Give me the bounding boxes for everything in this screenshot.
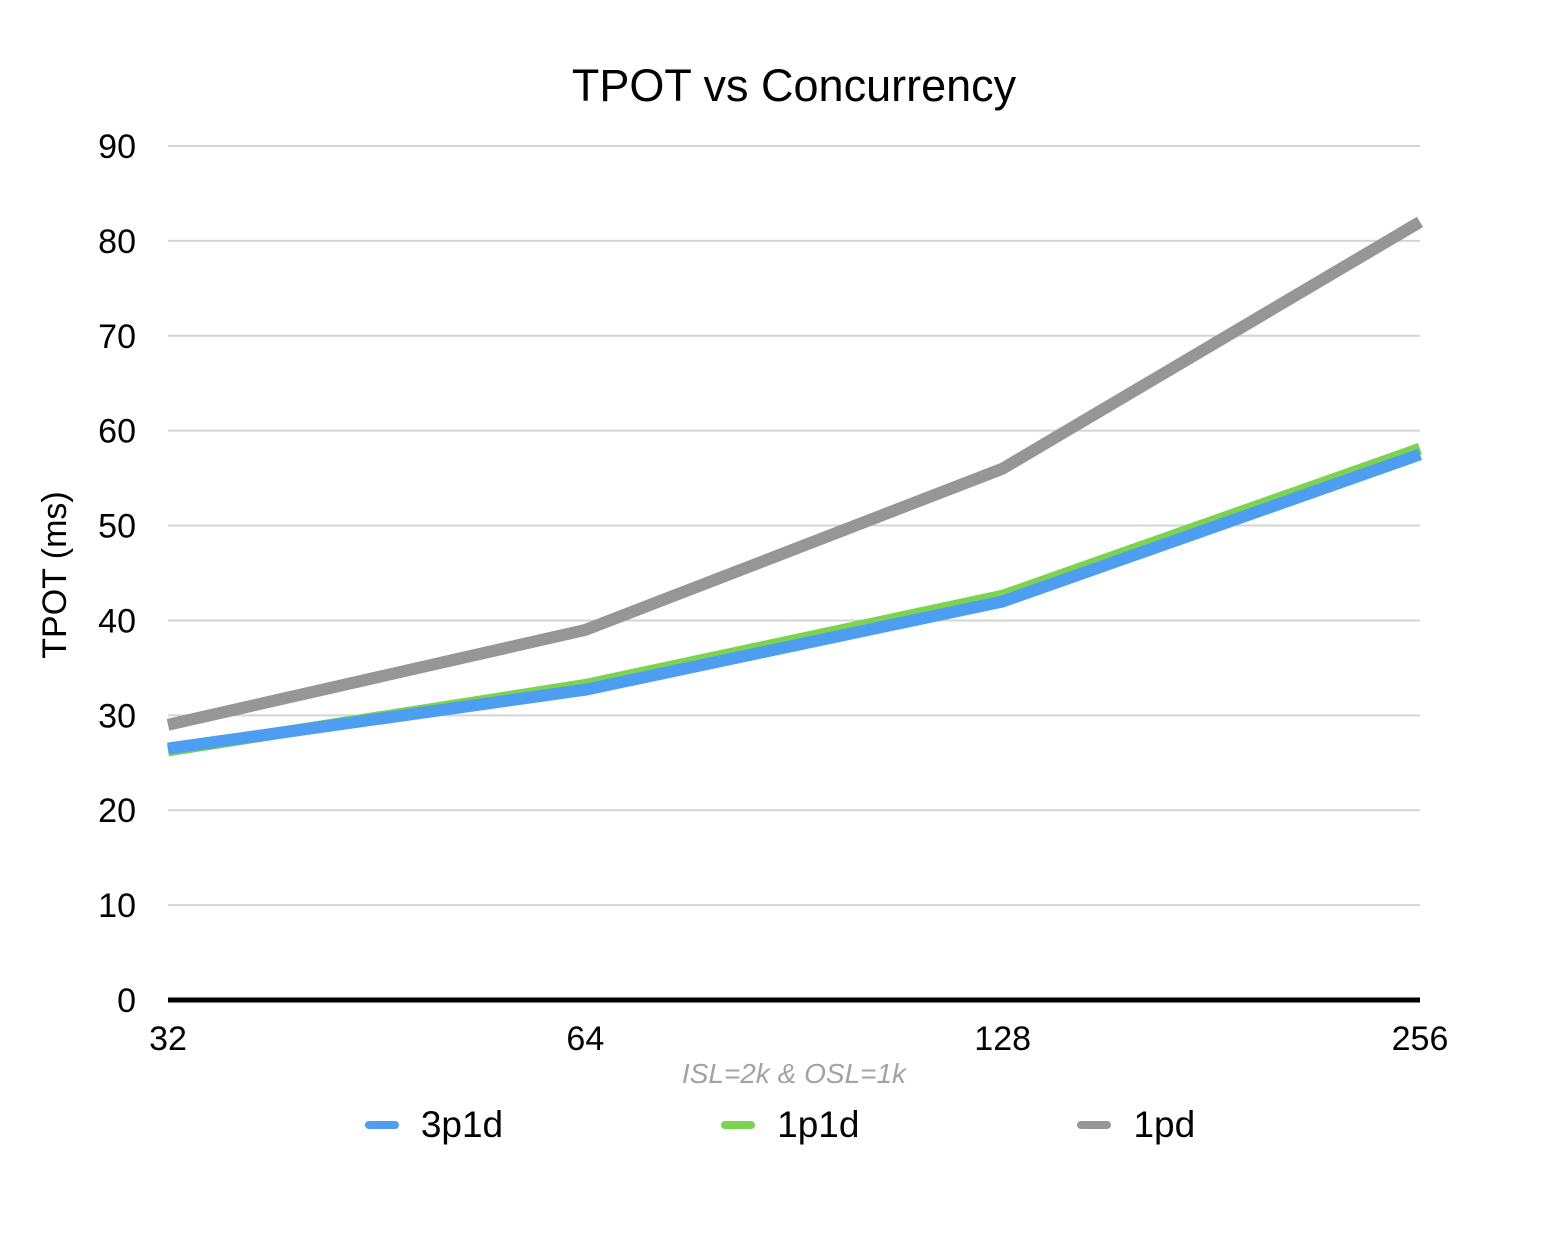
legend-item-3p1d: 3p1d (364, 1104, 504, 1145)
x-tick-label: 64 (566, 1020, 604, 1058)
series-line-1pd (166, 216, 1424, 731)
legend-swatch-1pd-icon (1077, 1120, 1112, 1129)
y-tick-label: 70 (98, 318, 136, 356)
chart-legend: 3p1d 1p1d 1pd (0, 1106, 1560, 1143)
x-axis-subtitle: ISL=2k & OSL=1k (681, 1058, 907, 1089)
y-tick-label: 50 (98, 508, 136, 546)
y-axis-title: TPOT (ms) (36, 491, 74, 659)
x-tick-label: 32 (149, 1020, 187, 1058)
y-tick-label: 60 (98, 413, 136, 451)
y-tick-label: 30 (98, 697, 136, 735)
y-tick-label: 20 (98, 792, 136, 830)
legend-swatch-1p1d-icon (721, 1120, 756, 1129)
legend-swatch-3p1d-icon (364, 1120, 399, 1129)
x-tick-label: 128 (974, 1020, 1031, 1058)
y-tick-label: 90 (98, 128, 136, 166)
legend-item-1pd: 1pd (1077, 1106, 1195, 1143)
y-tick-label: 40 (98, 602, 136, 640)
y-tick-label: 0 (117, 982, 136, 1020)
legend-item-1p1d: 1p1d (721, 1106, 859, 1143)
legend-label-1pd: 1pd (1133, 1104, 1196, 1145)
chart-title: TPOT vs Concurrency (571, 60, 1017, 111)
y-tick-label: 80 (98, 223, 136, 261)
legend-label-3p1d: 3p1d (420, 1104, 504, 1145)
y-tick-label: 10 (98, 887, 136, 925)
x-tick-label: 256 (1392, 1020, 1449, 1058)
legend-label-1p1d: 1p1d (777, 1104, 860, 1145)
series-line-1p1d (167, 443, 1422, 757)
series-line-3p1d (167, 448, 1422, 755)
